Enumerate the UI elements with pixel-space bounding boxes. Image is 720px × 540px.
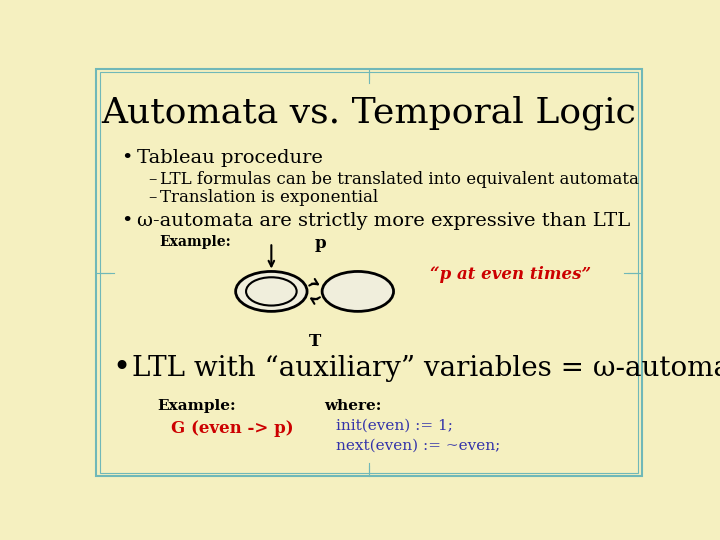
Ellipse shape: [322, 272, 394, 312]
Text: Tableau procedure: Tableau procedure: [138, 150, 323, 167]
Text: •: •: [121, 150, 132, 167]
Text: “p at even times”: “p at even times”: [431, 266, 592, 284]
Text: –: –: [148, 171, 157, 187]
Text: Example:: Example:: [157, 399, 235, 413]
Text: Example:: Example:: [160, 234, 232, 248]
Text: LTL formulas can be translated into equivalent automata: LTL formulas can be translated into equi…: [160, 171, 639, 187]
Ellipse shape: [235, 272, 307, 312]
Text: ω-automata are strictly more expressive than LTL: ω-automata are strictly more expressive …: [138, 212, 631, 230]
Text: •: •: [121, 212, 132, 230]
Text: T: T: [308, 333, 320, 350]
Text: init(even) := 1;: init(even) := 1;: [336, 418, 452, 433]
Text: •: •: [112, 353, 130, 384]
Text: LTL with “auxiliary” variables = ω-automata: LTL with “auxiliary” variables = ω-autom…: [132, 355, 720, 382]
Text: p: p: [315, 235, 326, 252]
Text: Automata vs. Temporal Logic: Automata vs. Temporal Logic: [102, 96, 636, 130]
Text: Translation is exponential: Translation is exponential: [160, 190, 378, 206]
Text: where:: where:: [324, 399, 382, 413]
Text: G (even -> p): G (even -> p): [171, 420, 294, 437]
Text: –: –: [148, 190, 157, 206]
Text: next(even) := ~even;: next(even) := ~even;: [336, 438, 500, 453]
